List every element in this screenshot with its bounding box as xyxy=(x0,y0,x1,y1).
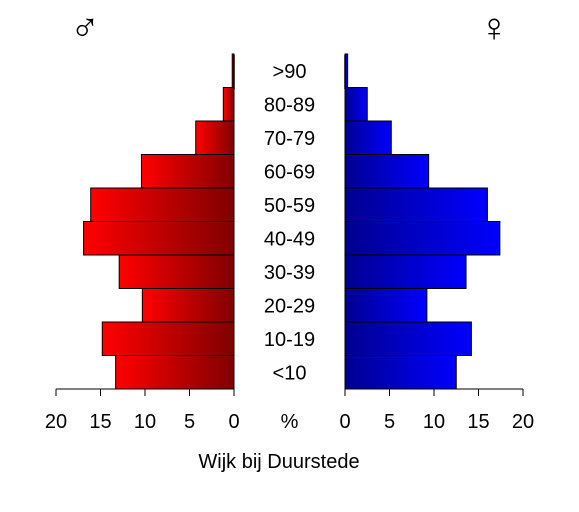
female-bar xyxy=(344,355,457,390)
age-group-label: 40-49 xyxy=(264,228,315,250)
male-bar xyxy=(115,355,235,390)
male-bar xyxy=(140,154,235,189)
age-group-label: 70-79 xyxy=(264,128,315,150)
tick-label: 0 xyxy=(228,411,239,433)
age-group-label: >90 xyxy=(273,61,307,83)
tick-label: 20 xyxy=(45,411,67,433)
tick-label: 15 xyxy=(467,411,489,433)
male-bar xyxy=(101,321,235,356)
chart-title: Wijk bij Duurstede xyxy=(198,451,359,473)
male-x-axis: 20 15 10 5 0 xyxy=(45,388,240,433)
female-bar xyxy=(344,120,392,155)
female-bar xyxy=(344,254,467,289)
tick-label: 0 xyxy=(339,411,350,433)
female-bars xyxy=(344,53,501,390)
male-bar xyxy=(83,221,235,256)
female-symbol: ♀ xyxy=(479,6,509,50)
male-bars xyxy=(83,53,235,390)
tick-label: 5 xyxy=(184,411,195,433)
male-bar xyxy=(141,288,235,323)
age-group-label: 10-19 xyxy=(264,329,315,351)
tick-label: 20 xyxy=(512,411,534,433)
male-bar xyxy=(195,120,235,155)
female-x-axis: 0 5 10 15 20 xyxy=(339,388,534,433)
age-group-label: <10 xyxy=(273,362,307,384)
age-group-label: 80-89 xyxy=(264,94,315,116)
age-group-label: 50-59 xyxy=(264,195,315,217)
age-group-label: 30-39 xyxy=(264,262,315,284)
female-bar xyxy=(344,288,428,323)
tick-label: 15 xyxy=(89,411,111,433)
tick-label: 5 xyxy=(384,411,395,433)
female-bar xyxy=(344,154,430,189)
male-bar xyxy=(118,254,235,289)
category-labels: <10 10-19 20-29 30-39 40-49 50-59 60-69 70-79 80… xyxy=(264,61,315,385)
age-group-label: 60-69 xyxy=(264,161,315,183)
female-bar xyxy=(344,87,368,122)
male-bar xyxy=(90,187,235,222)
male-bar xyxy=(222,87,235,122)
unit-label: % xyxy=(281,411,299,433)
tick-label: 10 xyxy=(423,411,445,433)
tick-label: 10 xyxy=(134,411,156,433)
female-bar xyxy=(344,321,472,356)
age-group-label: 20-29 xyxy=(264,295,315,317)
female-bar xyxy=(344,221,501,256)
female-bar xyxy=(344,187,488,222)
male-symbol: ♂ xyxy=(70,6,100,50)
